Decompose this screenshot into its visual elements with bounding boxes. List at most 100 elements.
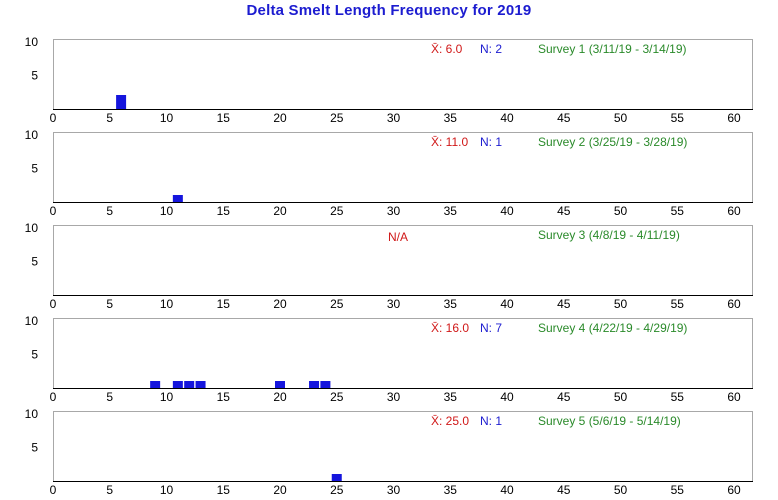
y-tick-label: 5 [31, 441, 38, 455]
x-tick-label: 25 [330, 390, 344, 404]
x-tick-label: 5 [106, 111, 113, 125]
x-tick-label: 20 [273, 111, 287, 125]
length-bar [309, 381, 320, 388]
x-tick-label: 50 [614, 111, 628, 125]
x-tick-label: 55 [671, 204, 685, 218]
survey-panel-2: 5 10 0 5 10 15 20 25 30 35 40 45 50 55 60 X̄: 11.0 N: 1 S… [25, 128, 753, 218]
x-tick-label: 5 [106, 204, 113, 218]
survey-panel-3: 5 10 0 5 10 15 20 25 30 35 40 45 50 55 60 N/A Survey 3 (… [25, 221, 753, 311]
y-tick-label: 10 [25, 314, 39, 328]
x-tick-label: 45 [557, 483, 571, 497]
x-tick-label: 15 [217, 204, 231, 218]
x-tick-label: 45 [557, 204, 571, 218]
x-tick-label: 10 [160, 390, 174, 404]
x-tick-label: 25 [330, 297, 344, 311]
count-label: N: 2 [480, 42, 502, 56]
x-tick-label: 50 [614, 390, 628, 404]
panel-frame [53, 411, 753, 482]
x-tick-label: 40 [500, 111, 514, 125]
x-tick-label: 15 [217, 390, 231, 404]
x-tick-label: 40 [500, 204, 514, 218]
length-bar [320, 381, 331, 388]
x-tick-label: 10 [160, 111, 174, 125]
y-tick-label: 10 [25, 407, 39, 421]
x-tick-label: 0 [50, 483, 57, 497]
x-tick-label: 60 [727, 204, 741, 218]
x-tick-label: 35 [444, 297, 458, 311]
x-tick-label: 55 [671, 297, 685, 311]
x-tick-label: 20 [273, 390, 287, 404]
survey-label: Survey 3 (4/8/19 - 4/11/19) [538, 228, 680, 242]
x-tick-label: 40 [500, 390, 514, 404]
x-tick-label: 20 [273, 297, 287, 311]
x-tick-label: 30 [387, 297, 401, 311]
length-bar [184, 381, 195, 388]
x-tick-label: 0 [50, 390, 57, 404]
y-tick-label: 5 [31, 348, 38, 362]
survey-label: Survey 1 (3/11/19 - 3/14/19) [538, 42, 687, 56]
x-tick-label: 45 [557, 111, 571, 125]
x-tick-label: 35 [444, 204, 458, 218]
count-label: N: 1 [480, 414, 502, 428]
x-tick-label: 10 [160, 204, 174, 218]
count-label: N: 1 [480, 135, 502, 149]
panel-frame [53, 39, 753, 110]
x-tick-label: 55 [671, 483, 685, 497]
survey-panel-5: 5 10 0 5 10 15 20 25 30 35 40 45 50 55 60 X̄: 25.0 N: 1 S… [25, 407, 753, 497]
y-tick-label: 5 [31, 162, 38, 176]
mean-label: X̄: 6.0 [431, 42, 463, 56]
survey-panel-1: 5 10 0 5 10 15 20 25 30 35 40 45 50 55 60 X̄: 6.0 N: 2 Su… [25, 35, 753, 125]
x-tick-label: 25 [330, 483, 344, 497]
x-tick-label: 45 [557, 297, 571, 311]
survey-panel-4: 5 10 0 5 10 15 20 25 30 35 40 45 50 55 60 X̄: 16.0 N: 7 S… [25, 314, 753, 404]
x-tick-label: 30 [387, 204, 401, 218]
x-tick-label: 50 [614, 204, 628, 218]
length-bar [331, 474, 342, 481]
x-tick-label: 15 [217, 297, 231, 311]
x-tick-label: 35 [444, 111, 458, 125]
x-tick-label: 10 [160, 483, 174, 497]
x-tick-label: 40 [500, 297, 514, 311]
survey-label: Survey 4 (4/22/19 - 4/29/19) [538, 321, 687, 335]
x-tick-label: 60 [727, 483, 741, 497]
x-tick-label: 45 [557, 390, 571, 404]
y-tick-label: 5 [31, 255, 38, 269]
x-tick-label: 5 [106, 390, 113, 404]
not-available-label: N/A [388, 230, 408, 244]
x-tick-label: 25 [330, 204, 344, 218]
length-bar [195, 381, 206, 388]
x-tick-label: 35 [444, 390, 458, 404]
survey-label: Survey 2 (3/25/19 - 3/28/19) [538, 135, 687, 149]
x-tick-label: 0 [50, 297, 57, 311]
x-tick-label: 10 [160, 297, 174, 311]
x-tick-label: 30 [387, 390, 401, 404]
x-tick-label: 25 [330, 111, 344, 125]
x-tick-label: 55 [671, 390, 685, 404]
x-tick-label: 0 [50, 204, 57, 218]
x-tick-label: 30 [387, 483, 401, 497]
x-tick-label: 5 [106, 297, 113, 311]
x-tick-label: 30 [387, 111, 401, 125]
length-bar [172, 195, 183, 202]
y-tick-label: 10 [25, 221, 39, 235]
x-tick-label: 50 [614, 297, 628, 311]
x-tick-label: 60 [727, 297, 741, 311]
x-tick-label: 60 [727, 111, 741, 125]
count-label: N: 7 [480, 321, 502, 335]
y-tick-label: 10 [25, 128, 39, 142]
x-tick-label: 20 [273, 204, 287, 218]
x-tick-label: 50 [614, 483, 628, 497]
chart-title: Delta Smelt Length Frequency for 2019 [246, 2, 532, 19]
panel-frame [53, 225, 753, 296]
x-tick-label: 20 [273, 483, 287, 497]
length-bar [172, 381, 183, 388]
x-tick-label: 55 [671, 111, 685, 125]
x-tick-label: 15 [217, 111, 231, 125]
length-bar [150, 381, 161, 388]
length-bar [275, 381, 285, 388]
x-tick-label: 15 [217, 483, 231, 497]
x-tick-label: 40 [500, 483, 514, 497]
x-tick-label: 35 [444, 483, 458, 497]
